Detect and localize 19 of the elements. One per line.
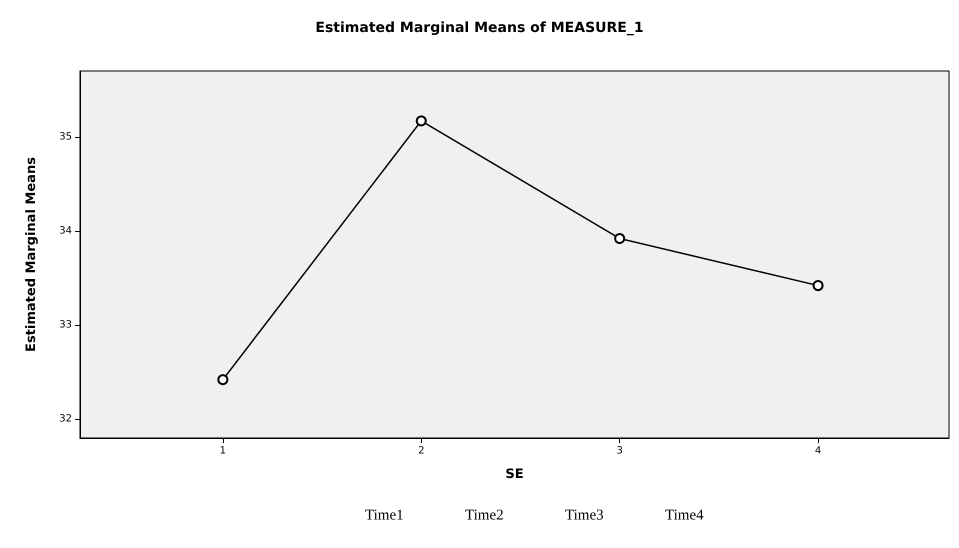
y-tick-label: 32 [59, 414, 72, 425]
x-tick-label: 3 [616, 446, 623, 456]
y-axis-title: Estimated Marginal Means [24, 156, 39, 352]
y-tick-label: 35 [59, 131, 72, 142]
chart-title: Estimated Marginal Means of MEASURE_1 [315, 20, 644, 36]
y-tick-label: 34 [59, 225, 72, 236]
y-tick-label: 33 [59, 320, 72, 331]
text: Time4 [665, 508, 704, 524]
point [812, 280, 824, 292]
point [416, 115, 427, 126]
x-tick-label: 1 [220, 446, 226, 456]
text: Time3 [565, 508, 604, 524]
point [614, 233, 626, 244]
x-tick-label: 4 [814, 446, 822, 456]
x-tick-label: 2 [418, 446, 424, 456]
text: Time2 [465, 508, 504, 524]
text: Time1 [365, 508, 404, 524]
point [217, 374, 228, 386]
x-axis-title: SE [505, 467, 524, 482]
